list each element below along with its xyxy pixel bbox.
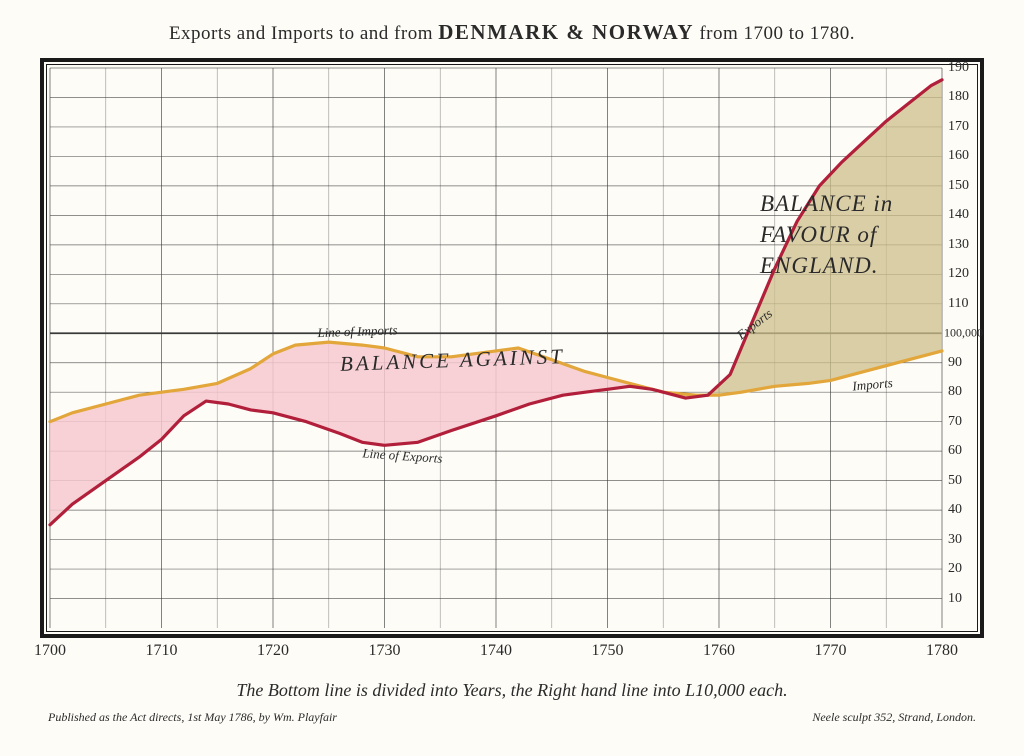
axis-caption: The Bottom line is divided into Years, t…: [0, 680, 1024, 701]
publisher-line: Published as the Act directs, 1st May 17…: [48, 710, 337, 725]
x-axis-labels: 170017101720173017401750176017701780: [40, 642, 984, 666]
chart-svg: Line of ImportsLine of ExportsExportsImp…: [40, 58, 984, 638]
engraver-line: Neele sculpt 352, Strand, London.: [812, 710, 976, 725]
x-tick-label: 1740: [480, 642, 512, 660]
x-tick-label: 1760: [703, 642, 735, 660]
x-tick-label: 1720: [257, 642, 289, 660]
x-tick-label: 1730: [369, 642, 401, 660]
title-suffix: from 1700 to 1780.: [699, 23, 855, 44]
title-prefix: Exports and Imports to and from: [169, 23, 438, 44]
x-tick-label: 1770: [815, 642, 847, 660]
x-tick-label: 1700: [34, 642, 66, 660]
x-tick-label: 1750: [592, 642, 624, 660]
playfair-chart-page: Exports and Imports to and from DENMARK …: [0, 0, 1024, 756]
chart-area: Line of ImportsLine of ExportsExportsImp…: [40, 58, 984, 638]
svg-text:Line of Imports: Line of Imports: [316, 322, 398, 340]
x-tick-label: 1780: [926, 642, 958, 660]
svg-text:Imports: Imports: [851, 375, 894, 394]
chart-title: Exports and Imports to and from DENMARK …: [0, 20, 1024, 45]
x-tick-label: 1710: [146, 642, 178, 660]
svg-text:Line of Exports: Line of Exports: [361, 445, 443, 466]
title-subject: DENMARK & NORWAY: [438, 20, 694, 44]
